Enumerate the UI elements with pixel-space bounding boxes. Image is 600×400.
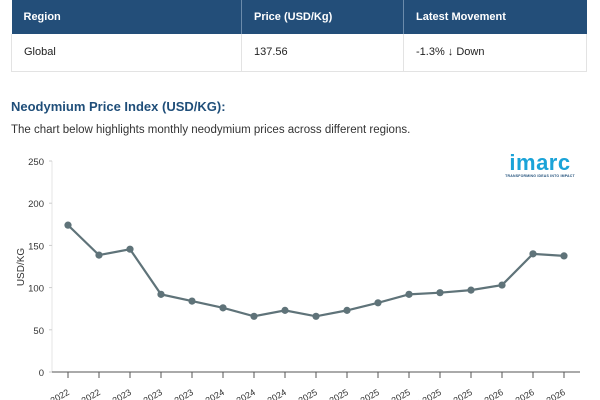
y-tick-label: 250 xyxy=(28,157,44,168)
x-tick-label: Jan 2026 xyxy=(468,387,505,400)
y-tick-label: 200 xyxy=(28,199,44,210)
data-point[interactable] xyxy=(374,299,382,307)
data-point[interactable] xyxy=(219,304,227,312)
header-movement: Latest Movement xyxy=(403,0,587,34)
x-tick-label: Apr 2025 xyxy=(313,387,350,400)
y-axis-title: USD/KG xyxy=(16,248,27,287)
chart-heading: Neodymium Price Index (USD/KG): xyxy=(11,99,226,114)
x-tick-label: Mar 2026 xyxy=(529,387,567,400)
x-tick-label: Mar 2025 xyxy=(281,387,319,400)
data-point[interactable] xyxy=(343,306,351,314)
data-point[interactable] xyxy=(560,252,568,260)
data-point[interactable] xyxy=(312,312,320,320)
price-line xyxy=(67,224,565,318)
x-tick-label: Jun 2024 xyxy=(220,387,257,400)
data-point[interactable] xyxy=(157,290,165,298)
data-point[interactable] xyxy=(126,245,134,253)
y-tick-label: 0 xyxy=(39,368,44,379)
y-tick-label: 100 xyxy=(28,284,44,295)
price-table: Region Price (USD/Kg) Latest Movement Gl… xyxy=(11,0,587,72)
data-point[interactable] xyxy=(467,286,475,294)
header-region: Region xyxy=(11,0,242,34)
x-tick-label: Jun 2025 xyxy=(375,387,412,400)
x-tick-label: Mar 2023 xyxy=(95,387,133,400)
y-tick-label: 150 xyxy=(28,241,44,252)
cell-movement: -1.3% ↓ Down xyxy=(403,34,587,72)
chart-description: The chart below highlights monthly neody… xyxy=(11,124,411,136)
table-row: Global 137.56 -1.3% ↓ Down xyxy=(11,34,587,72)
cell-price: 137.56 xyxy=(241,34,404,72)
chart-plot xyxy=(64,221,568,320)
data-point[interactable] xyxy=(95,251,103,259)
x-tick-label: Sep 2022 xyxy=(33,387,71,400)
data-point[interactable] xyxy=(281,306,289,314)
data-point[interactable] xyxy=(250,312,258,320)
y-tick-label: 50 xyxy=(33,326,44,337)
logo-tagline: TRANSFORMING IDEAS INTO IMPACT xyxy=(505,174,575,178)
x-tick-label: Feb 2026 xyxy=(498,387,536,400)
x-tick-label: Jun 2023 xyxy=(127,387,164,400)
data-point[interactable] xyxy=(64,221,72,229)
data-point[interactable] xyxy=(405,290,413,298)
data-point[interactable] xyxy=(436,289,444,297)
imarc-logo: imarc TRANSFORMING IDEAS INTO IMPACT xyxy=(505,150,575,179)
data-point[interactable] xyxy=(529,250,537,258)
data-point[interactable] xyxy=(498,281,506,289)
data-point[interactable] xyxy=(188,297,196,305)
cell-region: Global xyxy=(11,34,242,72)
logo-wordmark: imarc xyxy=(509,150,571,175)
x-tick-label: Mar 2024 xyxy=(188,387,226,400)
table-header-row: Region Price (USD/Kg) Latest Movement xyxy=(11,0,587,34)
header-price: Price (USD/Kg) xyxy=(241,0,404,34)
x-tick-label: Jul 2025 xyxy=(409,387,443,400)
